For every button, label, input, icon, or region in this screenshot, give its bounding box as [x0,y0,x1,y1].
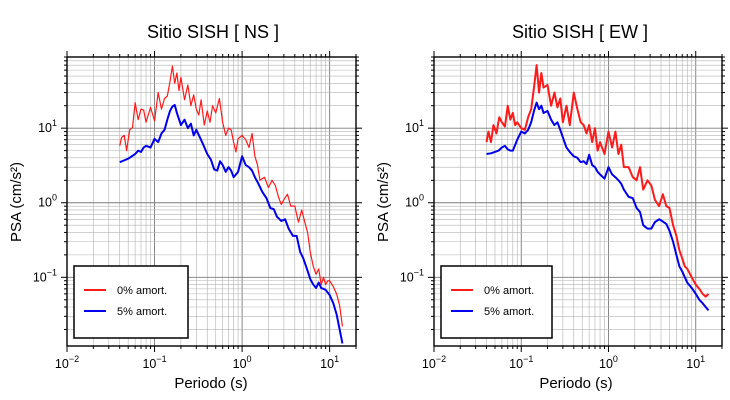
y-tick-label-1: 100 [405,193,424,210]
y-axis-label: PSA (cm/s²) [375,162,392,242]
x-tick-label-2: 100 [233,354,252,371]
y-tick-label-2: 101 [38,118,57,135]
y-tick-label-1: 100 [38,193,57,210]
x-tick-label-1: 10−1 [509,354,533,371]
legend-entry-0: 0% amort. [484,285,534,297]
x-tick-label-2: 100 [599,354,618,371]
series [119,65,344,344]
x-tick-label-0: 10−2 [422,354,446,371]
axes-frame [61,51,362,352]
legend-entry-0: 0% amort. [117,285,167,297]
series-line-1 [486,101,710,312]
tick-labels: 10−2 10−1 100 101 10−1 100 101 [33,118,339,371]
axes-box [433,56,723,347]
y-tick-label-2: 101 [405,118,424,135]
x-tick-label-3: 101 [686,354,705,371]
series-line-1 [119,103,344,344]
legend-entry-1: 5% amort. [117,306,167,318]
legend-box [440,265,553,339]
x-axis-label: Periodo (s) [174,375,247,392]
y-tick-label-0: 10−1 [400,267,424,284]
chart-panel-ew: Sitio SISH [ EW ] Periodo (s) PSA (cm/s²… [375,22,728,392]
x-tick-label-1: 10−1 [142,354,166,371]
series-line-0 [485,64,710,298]
chart-title: Sitio SISH [ NS ] [147,22,279,42]
axes-frame [428,51,728,352]
y-axis-label: PSA (cm/s²) [8,162,25,242]
chart-title: Sitio SISH [ EW ] [512,22,648,42]
y-tick-label-0: 10−1 [33,267,57,284]
tick-labels: 10−2 10−1 100 101 10−1 100 101 [400,118,705,371]
series-line-0 [119,65,344,327]
x-axis-label: Periodo (s) [539,375,612,392]
x-tick-label-3: 101 [320,354,339,371]
legend: 0% amort. 5% amort. [73,265,189,339]
x-tick-label-0: 10−2 [55,354,79,371]
legend: 0% amort. 5% amort. [440,265,553,339]
grid [433,56,723,346]
legend-entry-1: 5% amort. [484,306,534,318]
legend-box [73,265,189,339]
series [485,64,710,312]
chart-panel-ns: Sitio SISH [ NS ] Periodo (s) PSA (cm/s²… [8,22,362,392]
axes-box [66,56,357,347]
